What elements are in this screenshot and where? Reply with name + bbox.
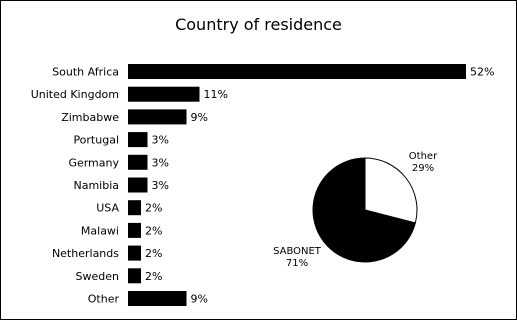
bar (128, 222, 141, 238)
value-label: 52% (470, 66, 494, 79)
bar (128, 154, 148, 170)
bar (128, 245, 141, 261)
category-label: Malawi (81, 224, 119, 237)
value-label: 3% (152, 134, 169, 147)
bar (128, 132, 148, 148)
category-label: United Kingdom (31, 88, 119, 101)
category-label: USA (96, 202, 119, 215)
pie-value-label: 71% (286, 258, 308, 269)
value-label: 11% (204, 88, 228, 101)
pie-value-label: 29% (412, 163, 434, 174)
pie-slice (312, 157, 416, 263)
category-label: Germany (68, 156, 119, 169)
category-label: Sweden (76, 270, 119, 283)
category-label: Portugal (73, 134, 119, 147)
category-label: Netherlands (52, 247, 119, 260)
category-label: Zimbabwe (61, 111, 119, 124)
value-label: 2% (145, 202, 162, 215)
pie-slice-label: Other (409, 151, 438, 162)
value-label: 3% (152, 179, 169, 192)
bar (128, 86, 200, 102)
value-label: 2% (145, 224, 162, 237)
pie-slice-label: SABONET (273, 246, 322, 257)
chart-title: Country of residence (175, 15, 342, 34)
value-label: 2% (145, 247, 162, 260)
bar (128, 268, 141, 284)
category-label: Namibia (73, 179, 119, 192)
bar (128, 291, 187, 306)
value-label: 9% (191, 111, 208, 124)
category-label: South Africa (52, 66, 119, 79)
bar (128, 64, 466, 79)
bar (128, 109, 187, 125)
value-label: 3% (152, 156, 169, 169)
category-label: Other (88, 293, 120, 306)
value-label: 2% (145, 270, 162, 283)
value-label: 9% (191, 293, 208, 306)
bar (128, 200, 141, 216)
bar (128, 177, 148, 193)
pie-slice (364, 157, 418, 224)
